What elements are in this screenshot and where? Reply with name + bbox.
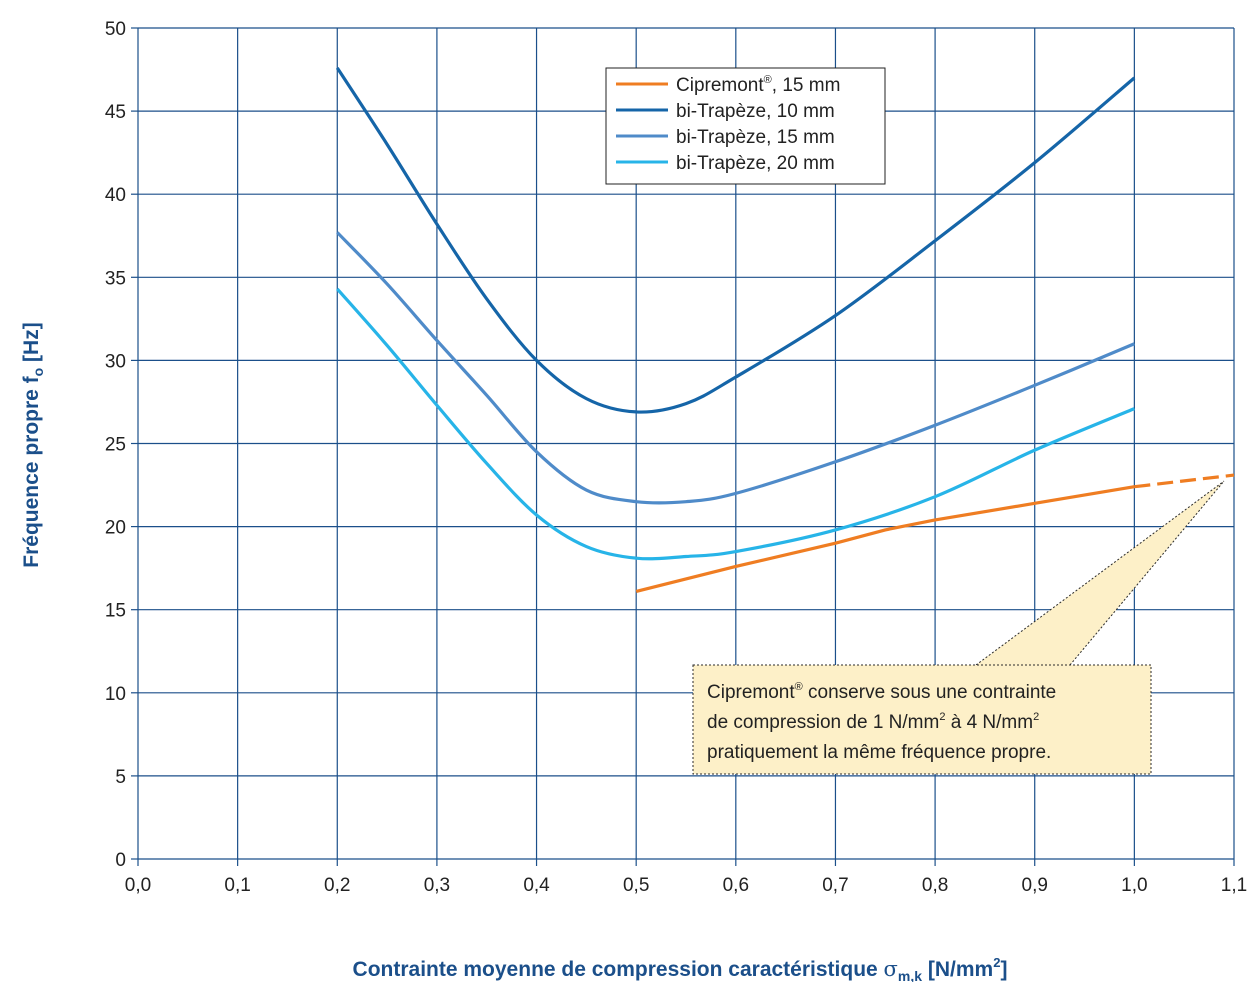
legend-label: bi-Trapèze, 10 mm xyxy=(676,101,835,122)
x-tick-label: 0,2 xyxy=(324,875,350,896)
x-tick-label: 0,6 xyxy=(723,875,749,896)
y-tick-label: 20 xyxy=(105,518,126,539)
y-tick-labels: 0 5 10 15 20 25 30 35 40 45 50 xyxy=(105,19,126,871)
y-tick-label: 10 xyxy=(105,684,126,705)
x-tick-label: 0,8 xyxy=(922,875,948,896)
x-tick-label: 0,3 xyxy=(424,875,450,896)
x-tick-label: 0,5 xyxy=(623,875,649,896)
y-tick-label: 0 xyxy=(115,850,126,871)
annotation-line-2: de compression de 1 N/mm2 à 4 N/mm2 xyxy=(707,711,1039,733)
y-tick-label: 25 xyxy=(105,435,126,456)
x-tick-label: 1,1 xyxy=(1221,875,1247,896)
y-tick-label: 50 xyxy=(105,19,126,40)
y-tick-label: 45 xyxy=(105,102,126,123)
x-tick-label: 1,0 xyxy=(1121,875,1147,896)
annotation-callout xyxy=(976,481,1224,665)
series-line xyxy=(636,487,1134,592)
y-tick-label: 40 xyxy=(105,185,126,206)
annotation-line-1: Cipremont® conserve sous une contrainte xyxy=(707,681,1056,703)
legend-label: bi-Trapèze, 20 mm xyxy=(676,153,835,174)
legend-label: Cipremont®, 15 mm xyxy=(676,74,840,96)
x-tick-labels: 0,0 0,1 0,2 0,3 0,4 0,5 0,6 0,7 0,8 0,9 1,0 1,1 xyxy=(125,875,1247,896)
annotation-line-3: pratiquement la même fréquence propre. xyxy=(707,742,1051,763)
y-tick-label: 35 xyxy=(105,268,126,289)
x-tick-label: 0,1 xyxy=(224,875,250,896)
y-tick-label: 30 xyxy=(105,351,126,372)
annotation-box: Cipremont® conserve sous une contrainte … xyxy=(693,665,1151,774)
x-axis-title: Contrainte moyenne de compression caract… xyxy=(353,955,1008,982)
x-tick-label: 0,7 xyxy=(822,875,848,896)
legend: Cipremont®, 15 mm bi-Trapèze, 10 mm bi-Tra… xyxy=(606,68,885,184)
y-axis-title: Fréquence propre fo [Hz] xyxy=(20,322,46,567)
x-tick-label: 0,0 xyxy=(125,875,151,896)
x-tick-label: 0,4 xyxy=(523,875,550,896)
y-tick-label: 15 xyxy=(105,601,126,622)
y-tick-label: 5 xyxy=(115,767,126,788)
legend-label: bi-Trapèze, 15 mm xyxy=(676,127,835,148)
x-tick-label: 0,9 xyxy=(1022,875,1048,896)
